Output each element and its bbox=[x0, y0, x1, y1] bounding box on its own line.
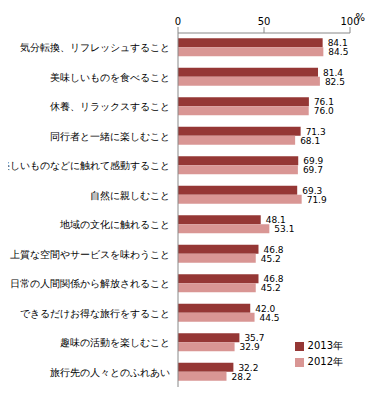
svg-text:81.4: 81.4 bbox=[323, 67, 344, 78]
html-text:2013年: 2013年 bbox=[307, 340, 343, 351]
svg-text:旅行先の人々とのふれあい: 旅行先の人々とのふれあい bbox=[50, 367, 170, 378]
svg-text:28.2: 28.2 bbox=[232, 372, 252, 382]
svg-text:45.2: 45.2 bbox=[261, 254, 281, 264]
svg-text:71.9: 71.9 bbox=[307, 195, 327, 205]
svg-text:46.8: 46.8 bbox=[263, 274, 284, 284]
svg-text:趣味の活動を楽しむこと: 趣味の活動を楽しむこと bbox=[60, 337, 170, 348]
svg-text:76.0: 76.0 bbox=[314, 106, 334, 116]
svg-text:100: 100 bbox=[340, 16, 360, 27]
svg-text:美しいものなどに触れて感動すること: 美しいものなどに触れて感動すること bbox=[8, 160, 170, 171]
svg-text:69.3: 69.3 bbox=[302, 185, 323, 196]
svg-text:76.1: 76.1 bbox=[313, 97, 334, 107]
svg-text:42.0: 42.0 bbox=[255, 303, 276, 314]
svg-text:32.9: 32.9 bbox=[240, 342, 260, 352]
svg-text:美味しいものを食べること: 美味しいものを食べること bbox=[50, 72, 170, 83]
svg-text:68.1: 68.1 bbox=[300, 136, 320, 146]
html-text:2012年: 2012年 bbox=[307, 356, 343, 367]
svg-text:44.5: 44.5 bbox=[260, 313, 280, 323]
svg-text:71.3: 71.3 bbox=[305, 126, 326, 137]
svg-text:69.7: 69.7 bbox=[303, 165, 323, 175]
svg-text:53.1: 53.1 bbox=[274, 224, 294, 234]
svg-text:0: 0 bbox=[175, 16, 181, 27]
svg-text:地域の文化に触れること: 地域の文化に触れること bbox=[59, 219, 170, 230]
svg-text:45.2: 45.2 bbox=[261, 283, 281, 293]
svg-text:48.1: 48.1 bbox=[265, 215, 286, 225]
svg-text:同行者と一緒に楽しむこと: 同行者と一緒に楽しむこと bbox=[50, 131, 170, 142]
svg-text:日常の人間関係から解放されること: 日常の人間関係から解放されること bbox=[10, 278, 170, 289]
svg-text:休養、リラックスすること: 休養、リラックスすること bbox=[50, 101, 170, 112]
svg-text:84.5: 84.5 bbox=[328, 47, 348, 57]
svg-text:32.2: 32.2 bbox=[238, 362, 259, 373]
svg-text:69.9: 69.9 bbox=[303, 156, 324, 166]
svg-text:46.8: 46.8 bbox=[263, 244, 284, 255]
svg-text:気分転換、リフレッシュすること: 気分転換、リフレッシュすること bbox=[20, 42, 170, 53]
svg-text:自然に親しむこと: 自然に親しむこと bbox=[90, 190, 170, 201]
svg-text:82.5: 82.5 bbox=[325, 77, 345, 87]
svg-text:35.7: 35.7 bbox=[244, 333, 265, 343]
svg-text:84.1: 84.1 bbox=[327, 38, 348, 48]
svg-text:上質な空間やサービスを味わうこと: 上質な空間やサービスを味わうこと bbox=[10, 249, 170, 260]
svg-text:できるだけお得な旅行をすること: できるだけお得な旅行をすること bbox=[20, 308, 170, 319]
svg-text:50: 50 bbox=[258, 16, 271, 27]
